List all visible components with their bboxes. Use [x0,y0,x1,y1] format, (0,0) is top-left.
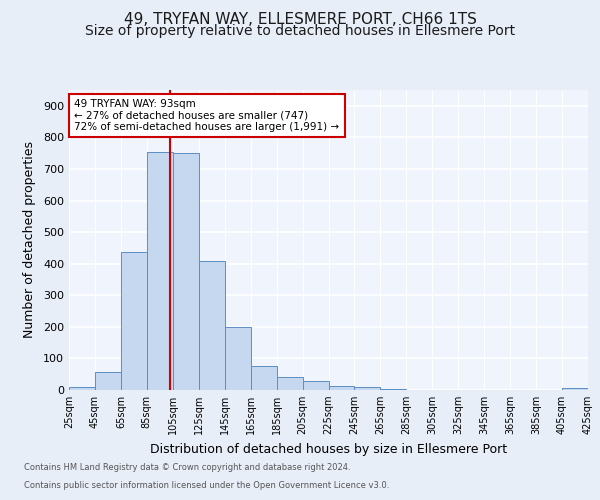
Bar [173,153,199,390]
Bar [562,388,588,390]
Bar [251,366,277,390]
Y-axis label: Number of detached properties: Number of detached properties [23,142,36,338]
Text: 49, TRYFAN WAY, ELLESMERE PORT, CH66 1TS: 49, TRYFAN WAY, ELLESMERE PORT, CH66 1TS [124,12,476,28]
Text: Contains HM Land Registry data © Crown copyright and database right 2024.: Contains HM Land Registry data © Crown c… [24,462,350,471]
Text: 49 TRYFAN WAY: 93sqm
← 27% of detached houses are smaller (747)
72% of semi-deta: 49 TRYFAN WAY: 93sqm ← 27% of detached h… [74,99,340,132]
Bar [147,152,173,390]
Text: Size of property relative to detached houses in Ellesmere Port: Size of property relative to detached ho… [85,24,515,38]
Bar [277,376,302,390]
Bar [355,388,380,390]
Bar [380,389,406,390]
Text: Contains public sector information licensed under the Open Government Licence v3: Contains public sector information licen… [24,481,389,490]
Bar [302,382,329,390]
Bar [95,372,121,390]
Bar [199,261,224,390]
Bar [121,252,147,390]
Bar [69,387,95,390]
Bar [329,386,355,390]
X-axis label: Distribution of detached houses by size in Ellesmere Port: Distribution of detached houses by size … [150,442,507,456]
Bar [225,328,251,390]
